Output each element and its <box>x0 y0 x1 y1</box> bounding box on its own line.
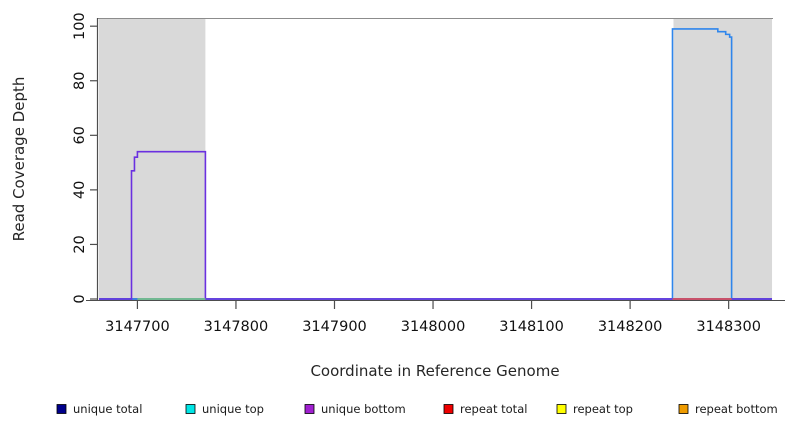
shaded-region-right <box>673 18 773 300</box>
series-line-unique-top <box>98 28 773 300</box>
y-axis-title: Read Coverage Depth <box>10 77 28 242</box>
x-axis-ticks: 3147700 3147800 3147900 3148000 3148100 31482… <box>105 301 761 335</box>
legend-label-unique-top: unique top <box>202 402 264 416</box>
legend-swatch-unique-top <box>185 404 196 414</box>
plot-area-background <box>98 18 773 299</box>
legend-label-unique-bottom: unique bottom <box>321 402 406 416</box>
shaded-region-left <box>98 18 206 300</box>
legend: unique total unique top unique bottom repea… <box>56 402 778 416</box>
legend-swatch-repeat-bottom <box>678 404 689 414</box>
x-tick-label: 3148200 <box>598 319 663 335</box>
data-series-group <box>98 28 773 300</box>
y-tick-label: 100 <box>72 12 88 40</box>
x-axis-title: Coordinate in Reference Genome <box>310 362 559 380</box>
y-tick-label: 40 <box>72 181 88 199</box>
legend-label-repeat-bottom: repeat bottom <box>695 402 778 416</box>
y-tick-label: 60 <box>72 126 88 144</box>
x-tick-label: 3147800 <box>204 319 269 335</box>
shaded-region-group <box>98 18 773 300</box>
x-tick-label: 3148000 <box>401 319 466 335</box>
y-axis-ticks: 0 20 40 60 80 100 <box>72 12 97 304</box>
legend-label-unique-total: unique total <box>73 402 142 416</box>
y-tick-label: 0 <box>72 294 88 303</box>
x-tick-label: 3147700 <box>105 319 170 335</box>
legend-swatch-repeat-top <box>556 404 567 414</box>
series-line-unique-bottom <box>98 150 773 300</box>
x-tick-label: 3148300 <box>696 319 761 335</box>
x-tick-label: 3147900 <box>302 319 367 335</box>
y-tick-label: 80 <box>72 72 88 90</box>
y-tick-label: 20 <box>72 235 88 253</box>
legend-swatch-repeat-total <box>443 404 454 414</box>
legend-swatch-unique-total <box>56 404 67 414</box>
legend-swatch-unique-bottom <box>304 404 315 414</box>
x-tick-label: 3148100 <box>499 319 564 335</box>
legend-label-repeat-top: repeat top <box>573 402 633 416</box>
legend-label-repeat-total: repeat total <box>460 402 527 416</box>
